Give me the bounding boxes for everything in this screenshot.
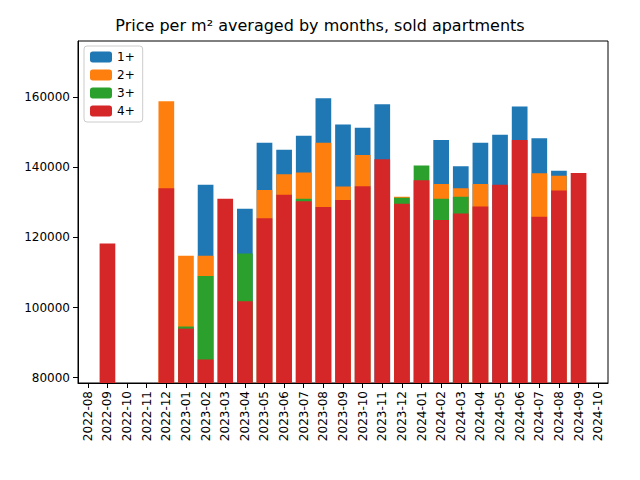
svg-text:2024-09: 2024-09	[572, 391, 586, 441]
svg-text:2024-04: 2024-04	[473, 391, 487, 441]
svg-text:2023-09: 2023-09	[336, 391, 350, 441]
svg-text:1+: 1+	[117, 50, 135, 64]
svg-text:2022-10: 2022-10	[120, 391, 134, 441]
svg-text:2023-05: 2023-05	[257, 391, 271, 441]
svg-text:2024-03: 2024-03	[454, 391, 468, 441]
svg-text:2023-07: 2023-07	[297, 391, 311, 441]
svg-text:Price per m² averaged by month: Price per m² averaged by months, sold ap…	[115, 16, 524, 35]
svg-text:3+: 3+	[117, 86, 135, 100]
svg-text:2+: 2+	[117, 68, 135, 82]
svg-text:2024-01: 2024-01	[415, 391, 429, 441]
svg-text:2024-08: 2024-08	[552, 391, 566, 441]
svg-text:2023-06: 2023-06	[277, 391, 291, 441]
svg-text:2022-08: 2022-08	[81, 391, 95, 441]
svg-text:2023-04: 2023-04	[238, 391, 252, 441]
svg-text:2024-07: 2024-07	[532, 391, 546, 441]
svg-text:2024-10: 2024-10	[591, 391, 605, 441]
svg-text:2023-03: 2023-03	[218, 391, 232, 441]
svg-text:80000: 80000	[32, 371, 70, 385]
svg-text:2024-05: 2024-05	[493, 391, 507, 441]
svg-text:120000: 120000	[24, 230, 70, 244]
svg-text:100000: 100000	[24, 301, 70, 315]
svg-text:140000: 140000	[24, 160, 70, 174]
svg-text:2023-12: 2023-12	[395, 391, 409, 441]
svg-text:4+: 4+	[117, 104, 135, 118]
svg-text:2022-11: 2022-11	[140, 391, 154, 441]
svg-text:2024-06: 2024-06	[513, 391, 527, 441]
svg-text:2023-01: 2023-01	[179, 391, 193, 441]
svg-text:160000: 160000	[24, 90, 70, 104]
svg-text:2023-11: 2023-11	[375, 391, 389, 441]
svg-text:2023-08: 2023-08	[316, 391, 330, 441]
svg-text:2022-12: 2022-12	[159, 391, 173, 441]
svg-text:2023-10: 2023-10	[356, 391, 370, 441]
svg-text:2024-02: 2024-02	[434, 391, 448, 441]
svg-text:2022-09: 2022-09	[100, 391, 114, 441]
svg-text:2023-02: 2023-02	[199, 391, 213, 441]
